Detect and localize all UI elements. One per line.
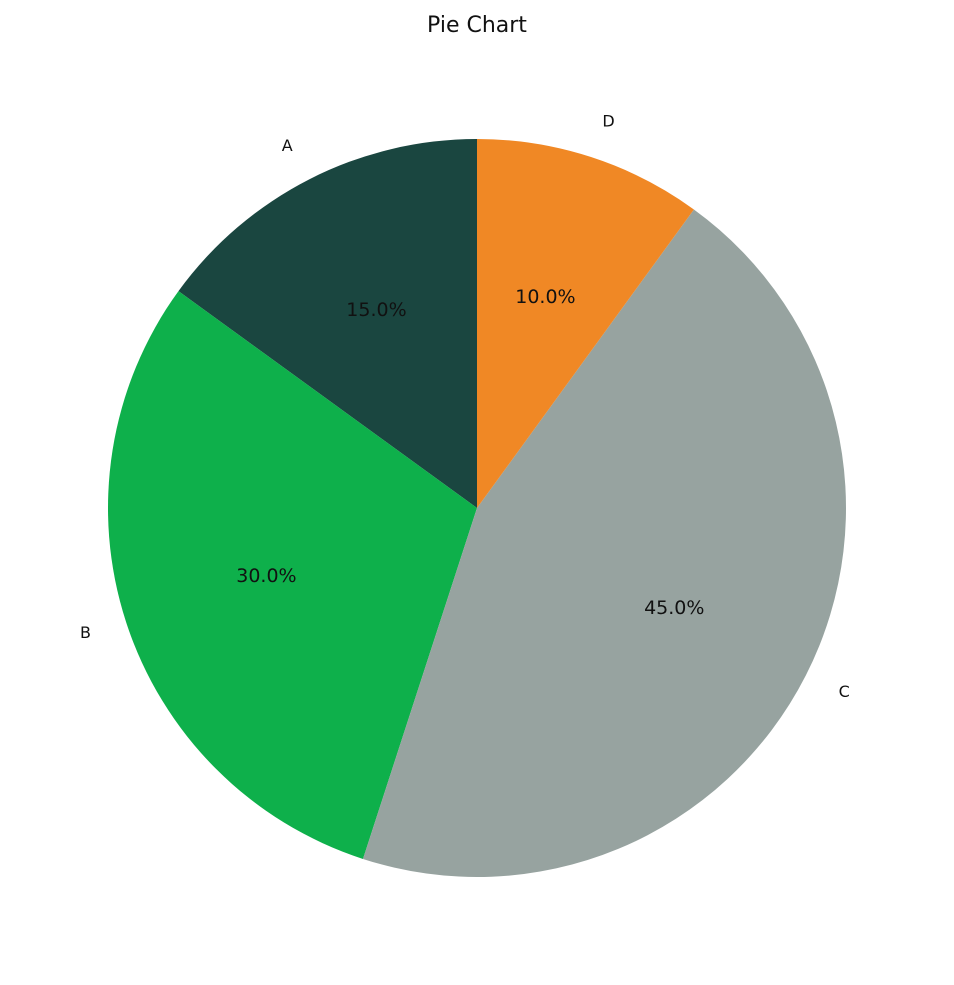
value-label: 10.0%	[515, 286, 575, 308]
value-label: 15.0%	[346, 299, 406, 321]
pie-slice	[477, 139, 694, 508]
slice-label: C	[839, 682, 850, 701]
value-label: 30.0%	[236, 565, 296, 587]
pie-slice	[178, 139, 478, 508]
slice-label: A	[282, 136, 293, 155]
chart-title: Pie Chart	[427, 13, 527, 38]
slice-label: D	[602, 111, 614, 130]
pie-slice	[107, 291, 478, 859]
slice-label: B	[80, 623, 91, 642]
value-label: 45.0%	[644, 597, 704, 619]
pie-slice	[362, 209, 847, 878]
